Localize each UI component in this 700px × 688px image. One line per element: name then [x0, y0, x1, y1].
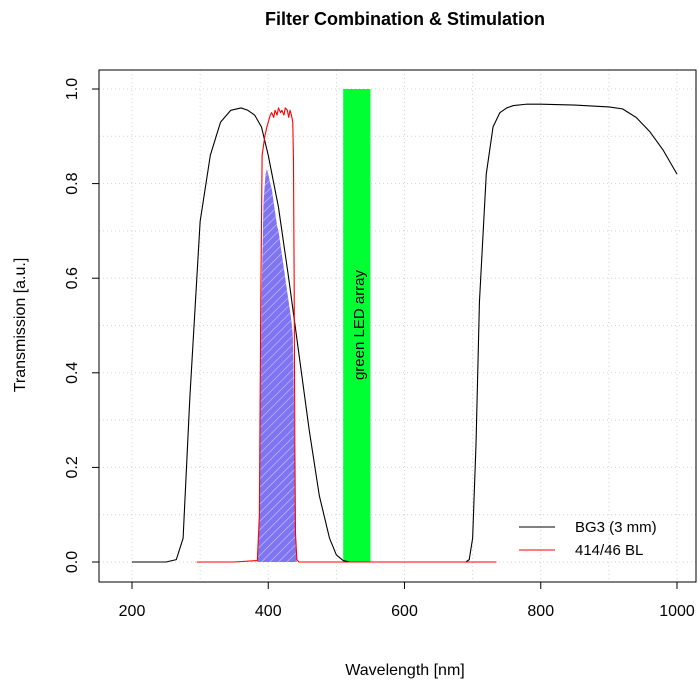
legend-label: 414/46 BL — [575, 542, 643, 559]
stimulation-band-layer — [343, 89, 371, 562]
x-tick-label: 200 — [119, 603, 146, 620]
legend-label: BG3 (3 mm) — [575, 519, 657, 536]
stimulation-band-label: green LED array — [351, 269, 368, 380]
y-tick-label: 0.2 — [64, 456, 81, 478]
series-line-bg3 — [132, 103, 678, 563]
x-tick-label: 600 — [391, 603, 418, 620]
y-axis: 0.0 0.2 0.4 0.6 0.8 1.0 — [64, 78, 100, 573]
grid — [99, 70, 696, 582]
legend: BG3 (3 mm) 414/46 BL — [519, 519, 657, 559]
x-tick-label: 400 — [255, 603, 282, 620]
y-tick-label: 0.0 — [64, 551, 81, 573]
y-tick-label: 0.4 — [64, 362, 81, 384]
y-tick-label: 0.6 — [64, 267, 81, 289]
x-axis-label: Wavelength [nm] — [345, 662, 464, 679]
y-tick-label: 1.0 — [64, 78, 81, 100]
x-axis: 200 400 600 800 1000 — [119, 581, 695, 620]
x-tick-label: 800 — [527, 603, 554, 620]
x-tick-label: 1000 — [659, 603, 695, 620]
overlap-area-layer — [257, 169, 297, 562]
y-axis-label: Transmission [a.u.] — [12, 258, 29, 393]
series-line-bl — [196, 107, 497, 563]
series-layer — [132, 103, 678, 563]
y-tick-label: 0.8 — [64, 172, 81, 194]
overlap-area-hatch — [257, 169, 297, 562]
plot-area — [132, 89, 678, 563]
plot-frame — [98, 69, 697, 583]
stimulation-band — [343, 89, 371, 562]
chart-title: Filter Combination & Stimulation — [265, 9, 545, 29]
